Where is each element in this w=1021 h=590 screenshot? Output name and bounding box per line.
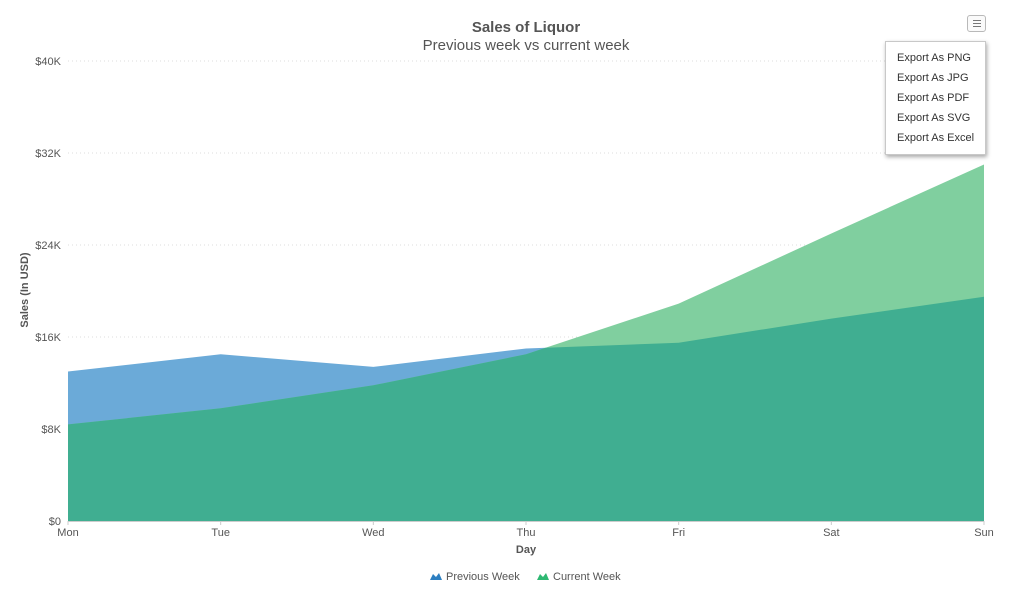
export-excel-item[interactable]: Export As Excel [897, 132, 975, 144]
export-jpg-item[interactable]: Export As JPG [897, 72, 969, 84]
hamburger-icon-line [973, 23, 981, 24]
chart-menu-button[interactable] [967, 15, 986, 32]
legend-label: Previous Week [446, 571, 520, 583]
hamburger-icon [973, 20, 981, 21]
hamburger-icon-line [973, 26, 981, 27]
y-tick-label: $8K [41, 424, 61, 436]
series-areas [68, 164, 984, 521]
export-pdf-item[interactable]: Export As PDF [897, 92, 970, 104]
series-overlap-area [68, 296, 984, 521]
x-tick-label: Sun [974, 527, 994, 539]
y-axis: $0 $8K $16K $24K $32K $40K [35, 56, 61, 528]
x-tick-label: Mon [57, 527, 78, 539]
legend-area-icon [430, 573, 442, 580]
export-menu: Export As PNG Export As JPG Export As PD… [885, 41, 986, 155]
legend-label: Current Week [553, 571, 621, 583]
legend-item-current-week[interactable]: Current Week [537, 571, 621, 583]
x-tick-label: Thu [517, 527, 536, 539]
x-tick-label: Wed [362, 527, 384, 539]
x-tick-label: Fri [672, 527, 685, 539]
y-tick-label: $24K [35, 240, 61, 252]
export-svg-item[interactable]: Export As SVG [897, 112, 971, 124]
y-tick-label: $0 [49, 516, 61, 528]
chart-title: Sales of Liquor [472, 19, 581, 36]
x-axis: Mon Tue Wed Thu Fri Sat Sun [57, 521, 994, 539]
y-axis-title: Sales (In USD) [19, 252, 31, 328]
legend-area-icon [537, 573, 549, 580]
x-axis-title: Day [516, 544, 537, 556]
y-tick-label: $32K [35, 148, 61, 160]
x-tick-label: Sat [823, 527, 840, 539]
y-tick-label: $40K [35, 56, 61, 68]
y-tick-label: $16K [35, 332, 61, 344]
legend[interactable]: Previous Week Current Week [430, 571, 621, 583]
chart-subtitle: Previous week vs current week [423, 37, 630, 54]
export-png-item[interactable]: Export As PNG [897, 52, 971, 64]
legend-item-previous-week[interactable]: Previous Week [430, 571, 520, 583]
x-tick-label: Tue [211, 527, 230, 539]
